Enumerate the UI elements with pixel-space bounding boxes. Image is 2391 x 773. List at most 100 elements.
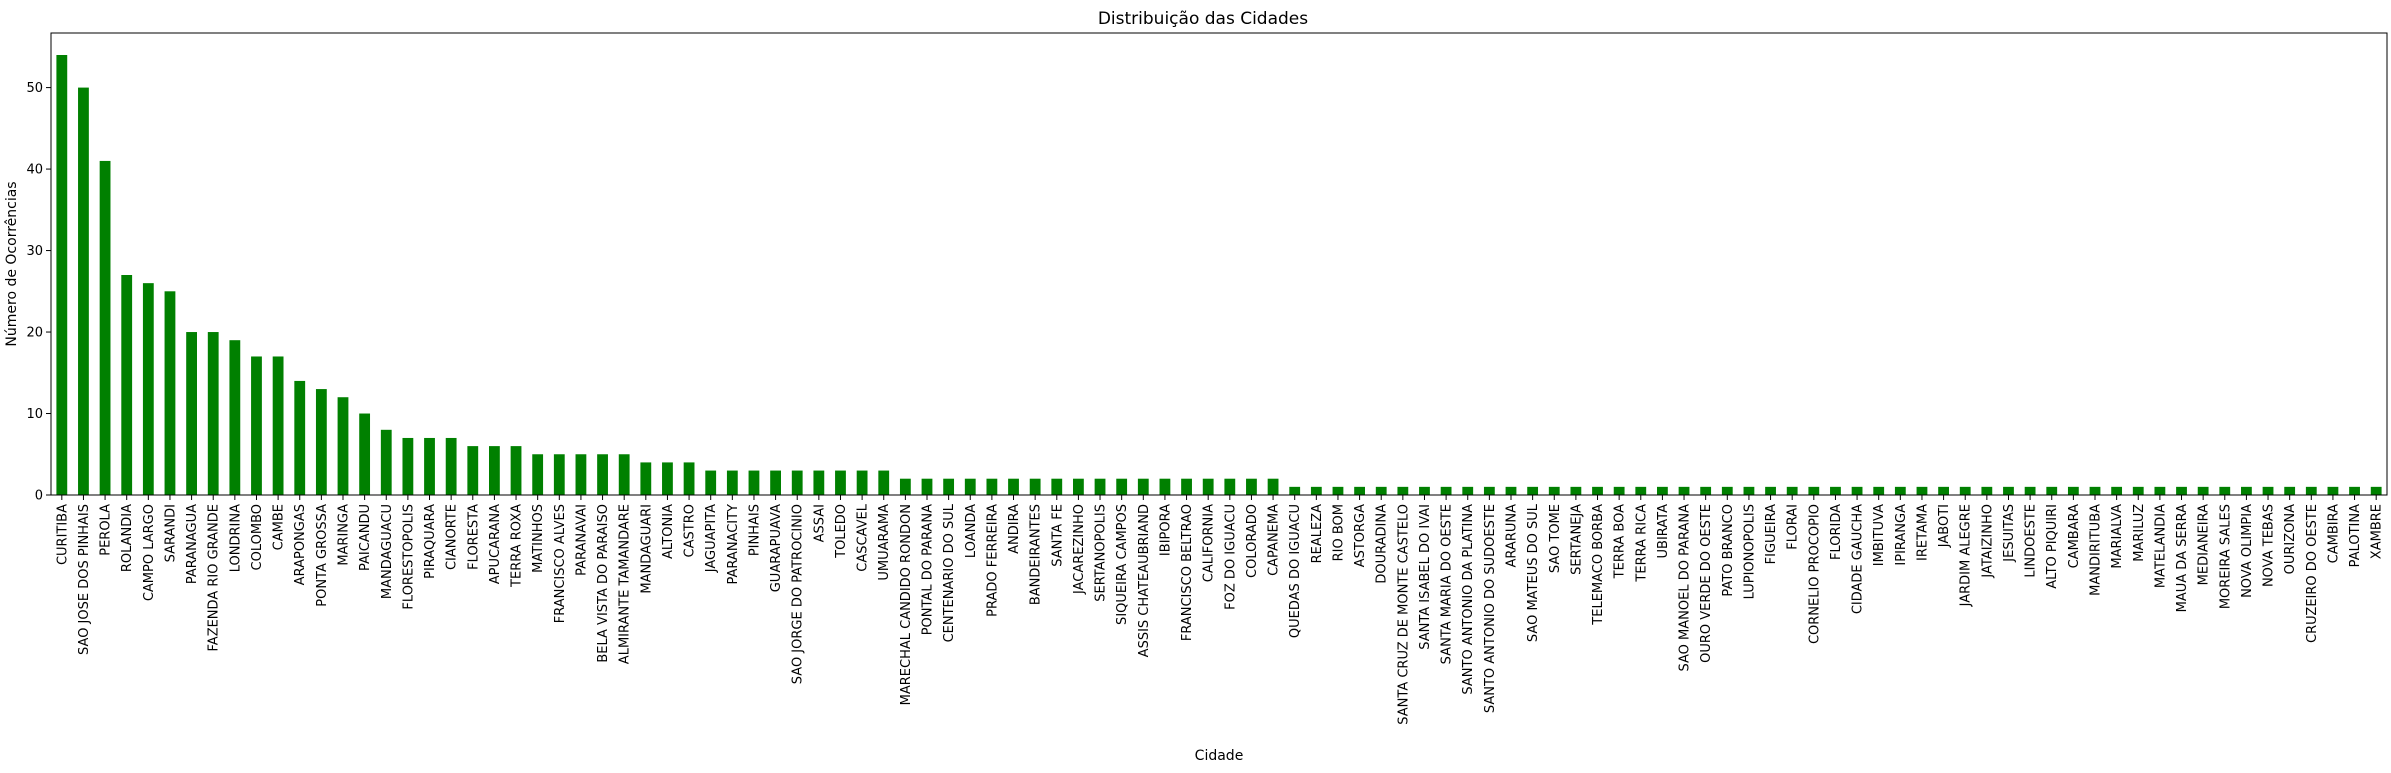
x-tick-label: TERRA ROXA [510,504,525,588]
x-tick-label: JAGUAPITA [704,504,719,573]
x-tick-label: TERRA RICA [1634,504,1649,583]
x-tick-label: CALIFORNIA [1202,504,1217,582]
bar [1375,486,1387,495]
bar [2024,486,2036,495]
x-tick-label: ALTONIA [661,504,676,559]
bar [899,478,911,495]
bar [1981,486,1993,495]
bar [2046,486,2058,495]
x-tick-label: FLORESTOPOLIS [401,504,416,610]
bar [164,291,176,495]
x-tick-label: MAUA DA SERRA [2175,504,2190,612]
bar [943,478,955,495]
x-tick-label: SIQUEIRA CAMPOS [1115,504,1130,625]
bar [856,470,868,495]
bar [1830,486,1841,495]
bar [2241,486,2252,495]
bar [207,332,219,495]
x-tick-label: MATELANDIA [2153,504,2168,588]
bar [2349,486,2360,495]
x-tick-label: JACAREZINHO [1072,504,1087,595]
bar [2111,486,2123,495]
x-tick-label: ALTO PIQUIRI [2045,504,2060,589]
bar [1592,486,1603,495]
x-tick-label: IPIRANGA [1894,504,1909,566]
bar [2370,486,2382,495]
x-tick-label: MANDAGUACU [380,504,395,599]
bar [424,437,435,495]
bar [1851,486,1863,495]
x-tick-label: BELA VISTA DO PARAISO [596,504,611,663]
x-tick-label: ASSAI [812,504,827,542]
bar [770,470,781,495]
x-tick-label: PINHAIS [747,504,762,556]
bar [2089,486,2101,495]
bar [1354,486,1365,495]
x-tick-label: FOZ DO IGUACU [1223,504,1238,610]
x-tick-label: TOLEDO [834,504,849,559]
bar [1548,486,1560,495]
bar [56,55,68,495]
x-tick-label: PEROLA [99,504,114,556]
x-tick-label: LONDRINA [228,504,243,572]
x-tick-label: ANDIRA [1007,504,1022,554]
bar [640,462,652,495]
x-tick-label: ASTORGA [1353,504,1368,567]
bar [705,470,717,495]
bar [337,397,349,495]
x-tick-label: CIANORTE [445,504,460,570]
bar [791,470,803,495]
y-axis: 0 10 20 30 40 50 [26,81,51,504]
bar [1419,486,1430,495]
x-tick-label: RIO BOM [1331,504,1346,561]
bar [2132,486,2144,495]
bar [402,437,414,495]
bar [1505,486,1517,495]
x-tick-label: CAMBARA [2067,504,2082,569]
bar [2219,486,2231,495]
x-tick-label: PARANAVAI [574,504,589,576]
bar [294,380,306,495]
bar [726,470,738,495]
x-tick-label: COLOMBO [250,504,265,570]
bar [1613,486,1625,495]
bar [1267,478,1279,495]
bar [835,470,846,495]
bar [121,275,133,495]
x-tick-label: PARANACITY [726,504,741,585]
x-tick-label: PATO BRANCO [1721,504,1736,597]
x-tick-label: SANTA CRUZ DE MONTE CASTELO [1396,504,1411,725]
x-tick-label: CAPANEMA [1267,504,1282,576]
bar [1440,486,1452,495]
bar [1181,478,1192,495]
x-tick-label: IMBITUVA [1872,504,1887,566]
bar [553,454,565,495]
x-tick-label: FLORIDA [1829,504,1844,560]
x-tick-label: IBIPORA [1158,504,1173,556]
x-tick-label: ARAPONGAS [293,504,308,585]
x-tick-label: PRADO FERREIRA [985,504,1000,617]
x-axis-label: Cidade [1195,748,1244,764]
x-tick-label: SANTO ANTONIO DO SUDOESTE [1483,504,1498,713]
x-tick-label: BANDEIRANTES [1029,504,1044,605]
bar [1700,486,1712,495]
bar [2176,486,2187,495]
x-tick-label: CASCAVEL [856,503,871,571]
y-tick-label: 50 [26,81,43,96]
bar [2067,486,2079,495]
bar [532,454,544,495]
x-tick-label: ALMIRANTE TAMANDARE [618,504,633,664]
x-tick-label: PONTAL DO PARANA [921,504,936,635]
x-tick-label: SERTANEJA [1569,504,1584,575]
x-tick-label: MANDAGUARI [639,504,654,594]
x-tick-label: FLORESTA [466,504,481,570]
bar [575,454,587,495]
bar [1808,486,1820,495]
x-tick-label: CAMPO LARGO [142,504,157,601]
bar [1938,486,1949,495]
bar [1873,486,1885,495]
bar [1483,486,1495,495]
x-tick-label: LUPIONOPOLIS [1742,504,1757,599]
